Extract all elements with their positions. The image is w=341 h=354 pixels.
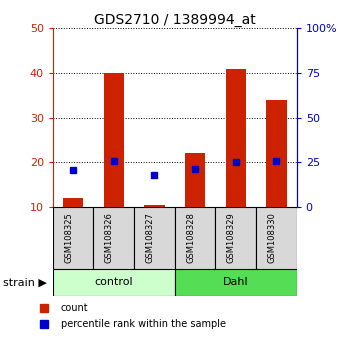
FancyBboxPatch shape (53, 207, 93, 269)
Bar (104, 73, 124, 207)
Text: control: control (94, 277, 133, 287)
Text: GSM108329: GSM108329 (227, 212, 236, 263)
Text: GSM108326: GSM108326 (105, 212, 114, 263)
Title: GDS2710 / 1389994_at: GDS2710 / 1389994_at (94, 13, 256, 27)
Bar (175, 269, 297, 296)
Bar (225, 69, 246, 207)
Text: GSM108330: GSM108330 (267, 212, 276, 263)
FancyBboxPatch shape (175, 207, 216, 269)
Bar (266, 100, 286, 207)
Bar (53, 269, 175, 296)
FancyBboxPatch shape (93, 207, 134, 269)
Bar (63, 198, 83, 207)
Text: GSM108325: GSM108325 (64, 212, 73, 263)
Text: count: count (61, 303, 88, 313)
Text: Dahl: Dahl (223, 277, 249, 287)
Bar (185, 154, 205, 207)
Text: GSM108327: GSM108327 (146, 212, 154, 263)
Bar (144, 205, 165, 207)
Text: strain ▶: strain ▶ (3, 277, 47, 287)
FancyBboxPatch shape (134, 207, 175, 269)
FancyBboxPatch shape (256, 207, 297, 269)
Text: GSM108328: GSM108328 (186, 212, 195, 263)
FancyBboxPatch shape (216, 207, 256, 269)
Text: percentile rank within the sample: percentile rank within the sample (61, 319, 226, 329)
